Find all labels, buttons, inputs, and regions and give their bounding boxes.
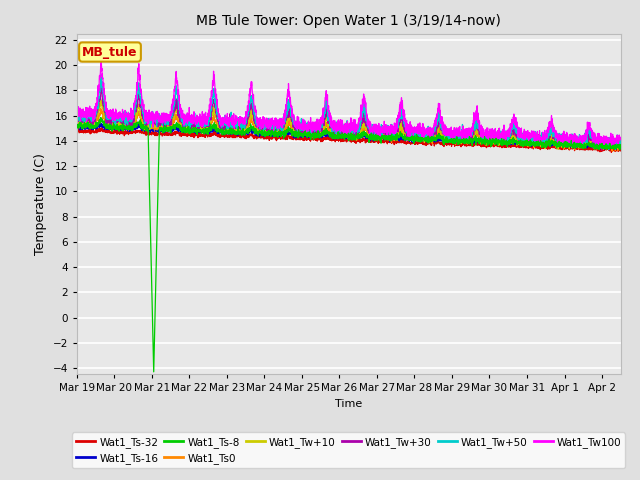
Wat1_Ts-32 [282,137,289,143]
Wat1_Ts-32 [168,131,175,136]
Wat1_Ts-16 [607,144,614,150]
Line: Wat1_Ts-16: Wat1_Ts-16 [77,123,621,149]
Wat1_Ts-32 [617,147,625,153]
Wat1_Ts0 [609,148,616,154]
Wat1_Tw+10 [168,120,175,126]
Line: Wat1_Tw100: Wat1_Tw100 [77,62,621,147]
Wat1_Tw+30 [73,116,81,121]
X-axis label: Time: Time [335,399,362,409]
Wat1_Tw+30 [548,127,556,133]
Wat1_Ts-32 [607,150,615,156]
Wat1_Ts-16 [135,122,143,128]
Wat1_Ts-8 [168,126,175,132]
Wat1_Tw+50 [305,121,313,127]
Legend: Wat1_Ts-32, Wat1_Ts-16, Wat1_Ts-8, Wat1_Ts0, Wat1_Tw+10, Wat1_Tw+30, Wat1_Tw+50,: Wat1_Ts-32, Wat1_Ts-16, Wat1_Ts-8, Wat1_… [72,432,625,468]
Wat1_Tw100 [135,70,143,75]
Wat1_Tw+50 [282,115,289,121]
Wat1_Ts-32 [548,144,556,149]
Wat1_Ts-8 [150,369,157,375]
Wat1_Ts-8 [73,124,81,130]
Wat1_Ts0 [97,105,104,111]
Wat1_Tw+30 [598,147,605,153]
Wat1_Ts-8 [97,115,104,120]
Wat1_Tw+30 [617,137,625,143]
Wat1_Ts0 [168,119,175,125]
Wat1_Ts-16 [73,126,81,132]
Wat1_Tw+30 [97,83,105,89]
Wat1_Ts-16 [617,145,625,151]
Wat1_Tw+10 [607,143,614,149]
Line: Wat1_Ts-8: Wat1_Ts-8 [77,118,621,372]
Wat1_Ts-32 [607,147,614,153]
Wat1_Ts-16 [548,140,556,146]
Wat1_Tw+30 [607,141,614,147]
Wat1_Ts0 [548,136,556,142]
Line: Wat1_Tw+10: Wat1_Tw+10 [77,100,621,149]
Text: MB_tule: MB_tule [82,46,138,59]
Wat1_Ts-8 [305,129,313,135]
Wat1_Ts-32 [97,125,105,131]
Wat1_Ts-32 [73,127,81,133]
Wat1_Ts0 [607,141,614,147]
Wat1_Ts-8 [548,137,556,143]
Wat1_Ts0 [73,119,81,125]
Wat1_Tw100 [607,134,614,140]
Wat1_Tw+10 [97,97,104,103]
Wat1_Tw+30 [282,114,289,120]
Wat1_Ts-32 [135,129,143,134]
Wat1_Tw+10 [554,146,562,152]
Wat1_Ts-16 [282,130,289,135]
Wat1_Tw+50 [548,131,556,136]
Wat1_Ts0 [135,110,143,116]
Wat1_Tw+30 [305,127,313,133]
Wat1_Ts0 [617,144,625,150]
Wat1_Tw+50 [605,147,612,153]
Wat1_Tw+50 [168,111,175,117]
Wat1_Tw+10 [282,121,289,127]
Line: Wat1_Tw+30: Wat1_Tw+30 [77,86,621,150]
Wat1_Tw+50 [607,140,614,145]
Wat1_Ts-16 [97,120,105,126]
Wat1_Ts-8 [607,144,614,150]
Line: Wat1_Tw+50: Wat1_Tw+50 [77,75,621,150]
Wat1_Ts0 [282,127,289,132]
Wat1_Tw+10 [617,142,625,147]
Wat1_Tw+50 [135,81,143,86]
Y-axis label: Temperature (C): Temperature (C) [34,153,47,255]
Wat1_Tw100 [548,123,556,129]
Wat1_Tw100 [73,102,81,108]
Wat1_Tw+50 [617,145,625,151]
Wat1_Ts-8 [282,131,290,136]
Line: Wat1_Ts0: Wat1_Ts0 [77,108,621,151]
Wat1_Tw100 [305,120,313,126]
Wat1_Tw100 [282,111,289,117]
Wat1_Tw100 [609,144,616,150]
Wat1_Tw+10 [305,128,313,133]
Wat1_Tw+50 [97,72,104,78]
Wat1_Tw+10 [548,130,556,135]
Wat1_Ts0 [305,130,313,136]
Wat1_Tw+10 [73,115,81,121]
Wat1_Tw+30 [135,90,143,96]
Wat1_Ts-16 [305,134,313,140]
Wat1_Tw100 [97,60,105,65]
Wat1_Tw100 [168,110,175,116]
Wat1_Tw100 [617,135,625,141]
Wat1_Tw+10 [135,101,143,107]
Wat1_Tw+50 [73,112,81,118]
Wat1_Ts-8 [135,120,143,125]
Wat1_Ts-8 [617,143,625,149]
Wat1_Ts-32 [305,136,313,142]
Title: MB Tule Tower: Open Water 1 (3/19/14-now): MB Tule Tower: Open Water 1 (3/19/14-now… [196,14,501,28]
Wat1_Ts-16 [168,130,175,135]
Wat1_Ts-16 [600,146,608,152]
Wat1_Tw+30 [168,119,175,124]
Line: Wat1_Ts-32: Wat1_Ts-32 [77,128,621,153]
